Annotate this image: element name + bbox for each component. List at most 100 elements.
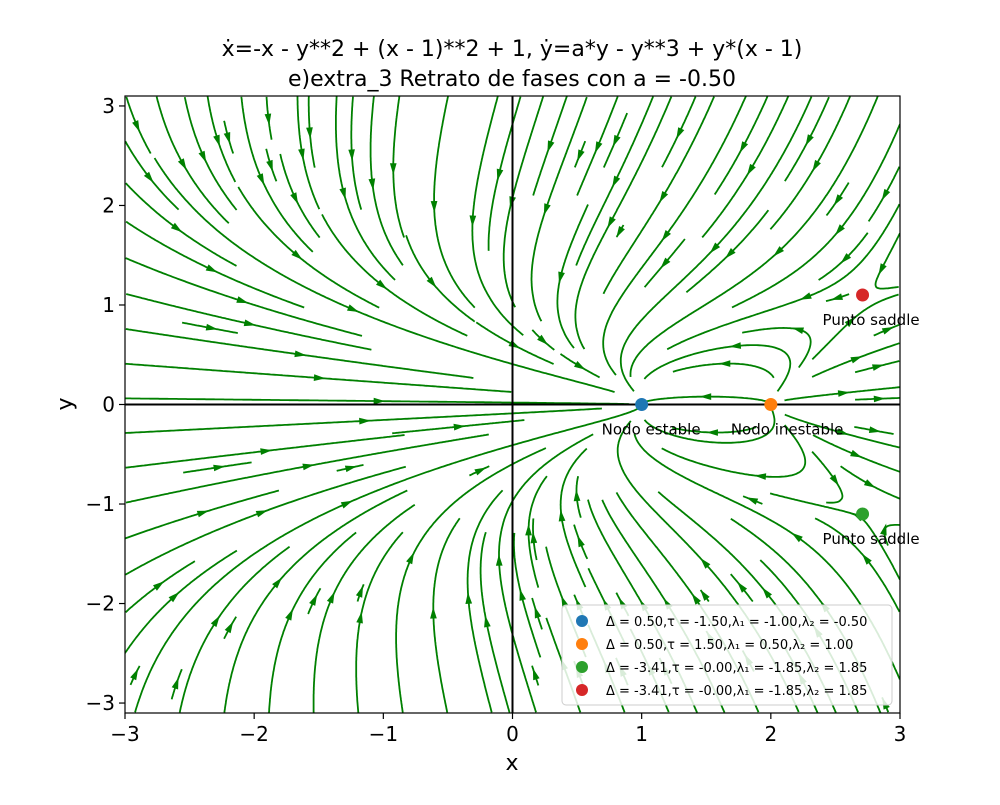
- streamline: [155, 96, 230, 224]
- stream-arrow: [840, 253, 852, 264]
- stream-arrow: [868, 426, 881, 433]
- streamline: [471, 96, 524, 336]
- stream-arrow: [737, 581, 748, 593]
- x-tick-label: −3: [110, 722, 139, 746]
- stream-arrow: [484, 615, 491, 628]
- stream-arrow: [213, 134, 220, 147]
- stream-arrow: [291, 249, 303, 260]
- stream-arrow: [577, 535, 585, 548]
- streamline: [125, 220, 305, 309]
- x-axis-label: x: [505, 751, 518, 776]
- stream-arrow: [236, 296, 249, 304]
- stream-arrow: [661, 230, 671, 242]
- stream-arrow: [243, 319, 256, 327]
- legend-box: [561, 604, 893, 706]
- stream-arrow: [223, 132, 231, 144]
- legend-entry: Δ = -3.41,τ = -0.00,λ₁ = -1.85,λ₂ = 1.85: [606, 684, 867, 699]
- stream-arrow: [389, 163, 397, 175]
- stream-arrow: [754, 473, 767, 480]
- stream-arrow: [177, 158, 187, 170]
- stream-arrow: [474, 467, 487, 476]
- stream-arrow: [537, 334, 548, 345]
- stream-arrow: [326, 591, 335, 604]
- stream-arrow: [453, 423, 466, 431]
- stream-arrow: [285, 608, 293, 621]
- stream-arrow: [132, 120, 140, 132]
- stream-arrow: [543, 203, 551, 216]
- x-tick-label: 1: [635, 722, 648, 746]
- stream-arrow: [340, 500, 353, 509]
- stream-arrow: [205, 323, 218, 331]
- stream-arrow: [878, 263, 887, 275]
- stream-arrow: [850, 449, 862, 458]
- stream-arrow: [746, 497, 759, 505]
- streamline: [672, 362, 775, 379]
- stream-arrow: [306, 127, 313, 139]
- stream-arrow: [574, 361, 586, 370]
- legend-entry: Δ = 0.50,τ = 1.50,λ₁ = 0.50,λ₂ = 1.00: [606, 638, 853, 653]
- legend-entry: Δ = -3.41,τ = -0.00,λ₁ = -1.85,λ₂ = 1.85: [606, 661, 867, 676]
- stream-arrow: [709, 242, 721, 254]
- streamline: [125, 465, 407, 576]
- stream-arrow: [430, 201, 438, 213]
- stream-arrow: [594, 141, 603, 154]
- stream-arrow: [862, 553, 872, 565]
- stream-arrow: [725, 248, 736, 259]
- streamline: [527, 475, 548, 588]
- stream-arrow: [700, 589, 710, 601]
- stream-arrow: [290, 192, 299, 205]
- stream-arrow: [660, 257, 671, 269]
- stream-arrow: [519, 589, 526, 601]
- stream-arrow: [616, 226, 625, 238]
- stream-arrow: [844, 316, 856, 328]
- stream-arrow: [198, 150, 207, 163]
- streamline: [487, 96, 522, 251]
- legend-marker: [576, 638, 588, 650]
- stream-arrow: [699, 393, 712, 400]
- stream-arrow: [170, 222, 183, 233]
- stream-arrow: [210, 615, 220, 628]
- streamline: [433, 96, 476, 309]
- stream-arrow: [339, 187, 346, 200]
- streamline: [769, 96, 851, 230]
- stream-arrow: [373, 397, 386, 405]
- stream-arrow: [729, 342, 742, 349]
- stream-arrow: [607, 216, 616, 229]
- y-tick-label: −2: [86, 592, 115, 616]
- legend-marker: [576, 615, 588, 627]
- stream-arrow: [850, 356, 863, 364]
- chart-title-line1: ẋ=-x - y**2 + (x - 1)**2 + 1, ẏ=a*y - y*…: [222, 37, 803, 62]
- streamline: [125, 140, 180, 211]
- stream-arrow: [168, 592, 180, 603]
- stream-arrow: [700, 558, 711, 569]
- streamline: [685, 209, 770, 293]
- streamline: [513, 532, 542, 658]
- stream-arrow: [260, 448, 272, 455]
- stream-arrow: [143, 171, 154, 183]
- y-tick-label: −1: [86, 492, 115, 516]
- stream-arrow: [430, 607, 437, 619]
- critical-point: [764, 398, 778, 411]
- legend: Δ = 0.50,τ = -1.50,λ₁ = -1.00,λ₂ = -0.50…: [561, 604, 893, 706]
- critical-point: [856, 288, 870, 302]
- stream-arrow: [880, 523, 887, 536]
- stream-arrow: [829, 474, 839, 486]
- stream-arrow: [530, 531, 538, 544]
- critical-point: [856, 507, 870, 521]
- legend-marker: [576, 661, 588, 673]
- stream-arrow: [171, 677, 179, 690]
- x-tick-label: −1: [369, 722, 398, 746]
- critical-point-annotation: Punto saddle: [823, 311, 920, 329]
- x-tick-label: 3: [894, 722, 907, 746]
- streamline: [466, 489, 504, 713]
- stream-arrow: [508, 340, 521, 349]
- stream-arrow: [256, 173, 265, 186]
- stream-arrow: [676, 127, 685, 139]
- stream-arrow: [762, 587, 772, 599]
- stream-arrow: [863, 479, 876, 488]
- streamline: [206, 96, 237, 183]
- stream-arrow: [534, 606, 542, 619]
- stream-arrow: [130, 668, 139, 681]
- stream-arrow: [302, 463, 315, 471]
